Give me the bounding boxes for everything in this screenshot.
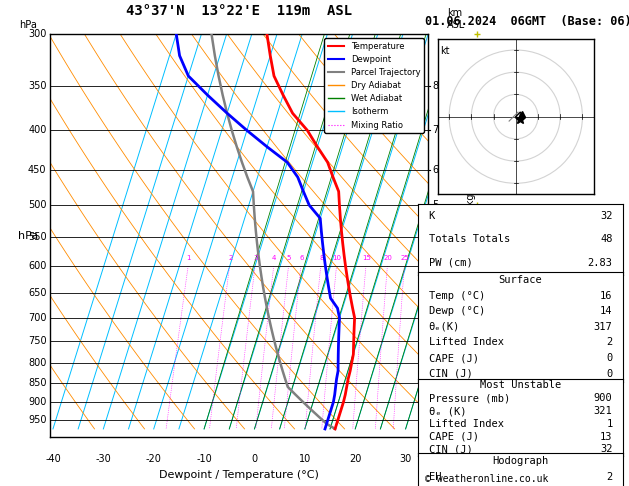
Text: km
ASL: km ASL: [447, 8, 465, 30]
Text: 0: 0: [606, 353, 613, 363]
Text: 1: 1: [606, 419, 613, 429]
Text: 43°37'N  13°22'E  119m  ASL: 43°37'N 13°22'E 119m ASL: [126, 4, 352, 18]
Text: CAPE (J): CAPE (J): [428, 353, 479, 363]
Text: 700: 700: [28, 313, 47, 323]
Text: LCL: LCL: [432, 419, 448, 428]
Text: CIN (J): CIN (J): [428, 445, 472, 454]
Text: 400: 400: [28, 125, 47, 136]
Text: Surface: Surface: [499, 275, 542, 285]
Text: 650: 650: [28, 288, 47, 298]
Text: kt: kt: [440, 46, 450, 55]
Text: 550: 550: [28, 232, 47, 242]
Text: 48: 48: [600, 234, 613, 244]
Text: 500: 500: [28, 200, 47, 210]
Text: 8: 8: [432, 81, 438, 91]
Text: 32: 32: [600, 445, 613, 454]
Text: 14: 14: [600, 306, 613, 316]
Text: 6: 6: [299, 255, 304, 260]
Text: 13: 13: [600, 432, 613, 442]
Text: 2: 2: [228, 255, 233, 260]
Text: 5: 5: [287, 255, 291, 260]
Text: 750: 750: [28, 336, 47, 346]
Text: 16: 16: [600, 291, 613, 301]
Text: Lifted Index: Lifted Index: [428, 337, 503, 347]
Text: θₑ(K): θₑ(K): [428, 322, 460, 332]
Text: 4: 4: [272, 255, 277, 260]
Text: 20: 20: [349, 453, 362, 464]
Text: -10: -10: [196, 453, 212, 464]
Text: 317: 317: [594, 322, 613, 332]
Text: 4: 4: [432, 261, 438, 271]
Text: hPa: hPa: [18, 231, 38, 241]
Text: 1: 1: [187, 255, 191, 260]
Text: 950: 950: [28, 415, 47, 425]
Text: 32: 32: [600, 211, 613, 221]
Text: -30: -30: [96, 453, 111, 464]
Text: 1: 1: [432, 397, 438, 407]
Text: 10: 10: [299, 453, 311, 464]
Text: Hodograph: Hodograph: [493, 456, 548, 466]
Text: hPa: hPa: [19, 20, 36, 30]
Text: 2.83: 2.83: [587, 258, 613, 268]
Text: Most Unstable: Most Unstable: [480, 381, 561, 390]
Text: 3: 3: [432, 313, 438, 323]
Text: 10: 10: [333, 255, 342, 260]
Text: 0: 0: [606, 369, 613, 379]
Text: 450: 450: [28, 165, 47, 175]
Text: 300: 300: [28, 29, 47, 39]
Text: CIN (J): CIN (J): [428, 369, 472, 379]
Text: 600: 600: [28, 261, 47, 271]
Text: 6: 6: [432, 165, 438, 175]
Text: 2: 2: [606, 472, 613, 483]
Text: Dewp (°C): Dewp (°C): [428, 306, 485, 316]
Text: θₑ (K): θₑ (K): [428, 406, 466, 416]
Text: 30: 30: [399, 453, 412, 464]
Text: Mixing Ratio (g/kg): Mixing Ratio (g/kg): [466, 190, 476, 282]
Text: 0: 0: [252, 453, 257, 464]
Text: 20: 20: [383, 255, 392, 260]
Text: 3: 3: [253, 255, 258, 260]
Text: 2: 2: [432, 358, 438, 367]
Text: Lifted Index: Lifted Index: [428, 419, 503, 429]
Text: CAPE (J): CAPE (J): [428, 432, 479, 442]
Text: 800: 800: [28, 358, 47, 367]
Text: 350: 350: [28, 81, 47, 91]
Text: 25: 25: [400, 255, 409, 260]
Text: -20: -20: [146, 453, 162, 464]
Text: 2: 2: [606, 337, 613, 347]
Text: -40: -40: [45, 453, 61, 464]
Text: 321: 321: [594, 406, 613, 416]
Text: 8: 8: [319, 255, 323, 260]
Text: 15: 15: [362, 255, 371, 260]
Text: 900: 900: [594, 393, 613, 403]
Text: 01.06.2024  06GMT  (Base: 06): 01.06.2024 06GMT (Base: 06): [425, 16, 629, 28]
Text: 7: 7: [432, 125, 438, 136]
Text: 900: 900: [28, 397, 47, 407]
Text: Temp (°C): Temp (°C): [428, 291, 485, 301]
Text: Totals Totals: Totals Totals: [428, 234, 509, 244]
Text: © weatheronline.co.uk: © weatheronline.co.uk: [425, 473, 548, 484]
Text: Dewpoint / Temperature (°C): Dewpoint / Temperature (°C): [159, 469, 319, 480]
Text: 850: 850: [28, 378, 47, 388]
Legend: Temperature, Dewpoint, Parcel Trajectory, Dry Adiabat, Wet Adiabat, Isotherm, Mi: Temperature, Dewpoint, Parcel Trajectory…: [325, 38, 424, 133]
Text: K: K: [428, 211, 435, 221]
Text: EH: EH: [428, 472, 441, 483]
Text: PW (cm): PW (cm): [428, 258, 472, 268]
Text: 5: 5: [432, 200, 438, 210]
Text: Pressure (mb): Pressure (mb): [428, 393, 509, 403]
